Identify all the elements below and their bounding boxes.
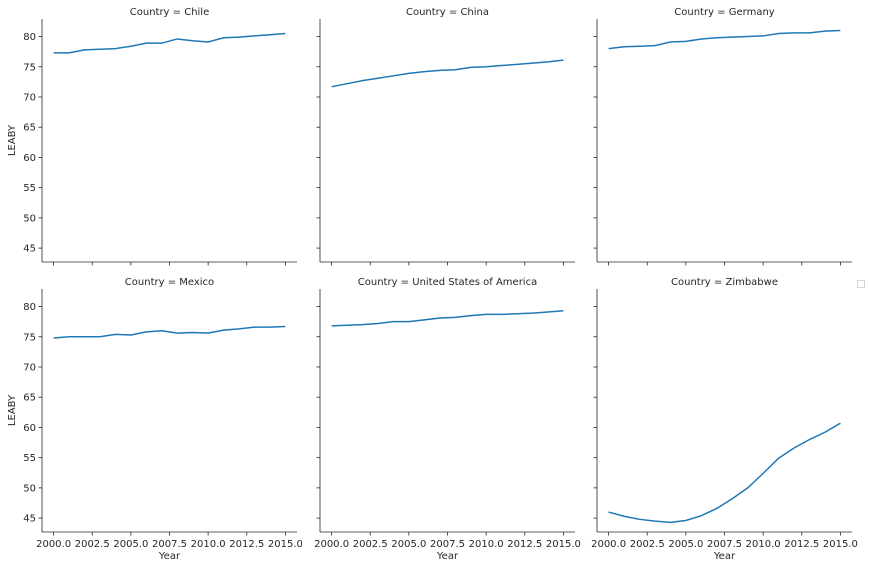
panel-germany: Country = Germany (593, 7, 852, 266)
y-tick-label: 75 (23, 332, 36, 343)
x-tick-label: 2005.0 (113, 539, 148, 550)
y-tick-label: 60 (23, 153, 36, 164)
x-tick-label: 2010.0 (746, 539, 781, 550)
empty-legend-box (857, 280, 865, 288)
panel-title: Country = Germany (674, 7, 775, 18)
y-tick-label: 65 (23, 393, 36, 404)
y-tick-label: 75 (23, 62, 36, 73)
x-tick-label: 2007.5 (152, 539, 187, 550)
panel-title: Country = Zimbabwe (671, 277, 778, 288)
y-tick-label: 55 (23, 453, 36, 464)
x-tick-label: 2002.5 (630, 539, 665, 550)
x-tick-label: 2005.0 (391, 539, 426, 550)
y-axis-title: LEABY (7, 124, 18, 156)
y-axis-title: LEABY (7, 394, 18, 426)
series-line (608, 422, 841, 524)
series-line (53, 32, 286, 54)
y-tick-label: 55 (23, 183, 36, 194)
x-tick-label: 2007.5 (430, 539, 465, 550)
series-line (331, 310, 564, 327)
y-tick-label: 65 (23, 123, 36, 134)
x-tick-label: 2002.5 (353, 539, 388, 550)
x-axis-title: Year (713, 551, 736, 562)
facet-panels: Country = Chile4550556065707580LEABYCoun… (7, 7, 858, 562)
x-tick-label: 2000.0 (314, 539, 349, 550)
panel-chile: Country = Chile 45 50 55 60 65 70 75 80 LEABY (7, 7, 297, 266)
y-tick-label: 80 (23, 32, 36, 43)
series-line (608, 29, 841, 50)
panel-title: Country = Mexico (125, 277, 214, 288)
y-tick-label: 50 (23, 483, 36, 494)
y-tick-label: 50 (23, 213, 36, 224)
x-tick-label: 2002.5 (75, 539, 110, 550)
x-tick-label: 2007.5 (707, 539, 742, 550)
panel-title: Country = China (406, 7, 489, 18)
x-axis-title: Year (158, 551, 181, 562)
x-tick-label: 2015.0 (268, 539, 303, 550)
panel-zimbabwe: Country = Zimbabwe 2000.0 2002.5 2005.0 2007… (591, 277, 858, 562)
y-tick-label: 70 (23, 92, 36, 103)
x-tick-label: 2012.5 (229, 539, 264, 550)
y-tick-label: 45 (23, 514, 36, 525)
x-tick-label: 2005.0 (668, 539, 703, 550)
y-tick-label: 60 (23, 423, 36, 434)
x-tick-label: 2010.0 (191, 539, 226, 550)
x-tick-label: 2015.0 (823, 539, 858, 550)
x-tick-label: 2010.0 (469, 539, 504, 550)
x-axis-title: Year (436, 551, 459, 562)
panel-title: Country = United States of America (358, 277, 537, 288)
y-tick-label: 45 (23, 244, 36, 255)
x-tick-label: 2015.0 (546, 539, 581, 550)
panel-mexico: Country = Mexico 45 50 55 60 65 70 75 80 2000.0 20… (7, 277, 303, 562)
panel-title: Country = Chile (130, 7, 210, 18)
y-tick-label: 70 (23, 362, 36, 373)
y-tick-label: 80 (23, 302, 36, 313)
panel-china: Country = China (316, 7, 575, 266)
series-line (331, 59, 564, 88)
x-tick-label: 2012.5 (507, 539, 542, 550)
series-line (53, 325, 286, 339)
x-tick-label: 2012.5 (784, 539, 819, 550)
x-tick-label: 2000.0 (591, 539, 626, 550)
panel-united-states-of-america: Country = United States of America 2000.0… (314, 277, 581, 562)
x-tick-label: 2000.0 (36, 539, 71, 550)
